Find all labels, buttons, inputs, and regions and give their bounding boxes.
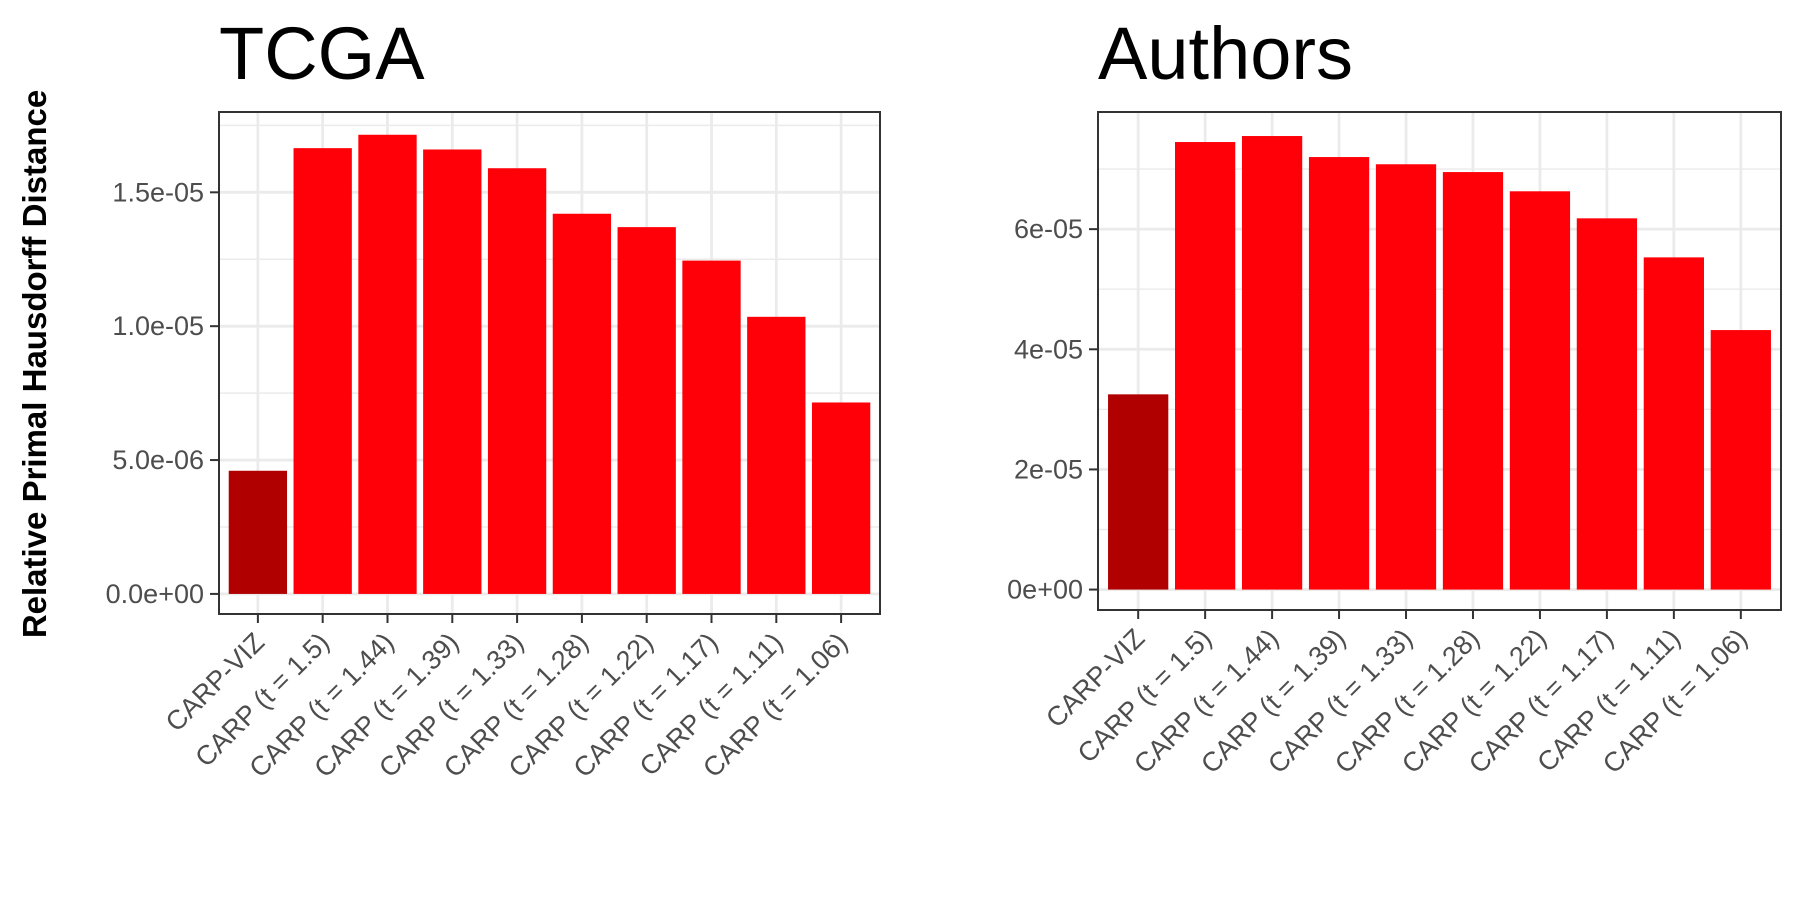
chart-title: Authors xyxy=(1098,12,1353,95)
y-tick-label: 4e-05 xyxy=(1014,334,1083,364)
y-tick-label: 0e+00 xyxy=(1007,575,1083,605)
bar-carp-3 xyxy=(423,149,482,594)
bar-carp-2 xyxy=(358,134,417,594)
bar-carp-5 xyxy=(1442,172,1504,590)
bar-carp-9 xyxy=(1710,330,1771,590)
bar-carp-8 xyxy=(747,316,806,594)
panel-border xyxy=(1097,111,1782,611)
y-tick-label: 1.5e-05 xyxy=(112,177,204,207)
bar-carp-6 xyxy=(1509,191,1571,590)
bar-carp-7 xyxy=(682,260,741,594)
bar-carp-1 xyxy=(1175,142,1236,590)
y-axis-title: Relative Primal Hausdorff Distance xyxy=(16,90,53,638)
panel-border xyxy=(218,111,881,615)
chart-panel-authors: Authors0e+002e-054e-056e-05CARP-VIZCARP … xyxy=(1007,12,1782,779)
bar-carp-1 xyxy=(293,148,352,594)
y-tick-label: 1.0e-05 xyxy=(112,311,204,341)
bar-carp-7 xyxy=(1576,218,1638,590)
bar-carp-8 xyxy=(1643,257,1704,590)
bar-carp-6 xyxy=(617,227,676,594)
bar-carp-4 xyxy=(1375,164,1437,590)
y-tick-label: 0.0e+00 xyxy=(106,579,204,609)
bar-carp-2 xyxy=(1241,136,1303,590)
bar-carp-viz xyxy=(1108,394,1169,590)
bar-carp-4 xyxy=(487,168,547,594)
bar-carp-viz xyxy=(228,470,288,594)
y-tick-label: 5.0e-06 xyxy=(112,445,204,475)
bar-carp-5 xyxy=(552,213,612,594)
bar-carp-3 xyxy=(1308,157,1370,590)
bar-carp-9 xyxy=(811,402,871,594)
chart-panel-tcga: TCGA0.0e+005.0e-061.0e-051.5e-05CARP-VIZ… xyxy=(106,12,881,783)
y-tick-label: 2e-05 xyxy=(1014,454,1083,484)
y-tick-label: 6e-05 xyxy=(1014,214,1083,244)
chart-title: TCGA xyxy=(219,12,425,95)
